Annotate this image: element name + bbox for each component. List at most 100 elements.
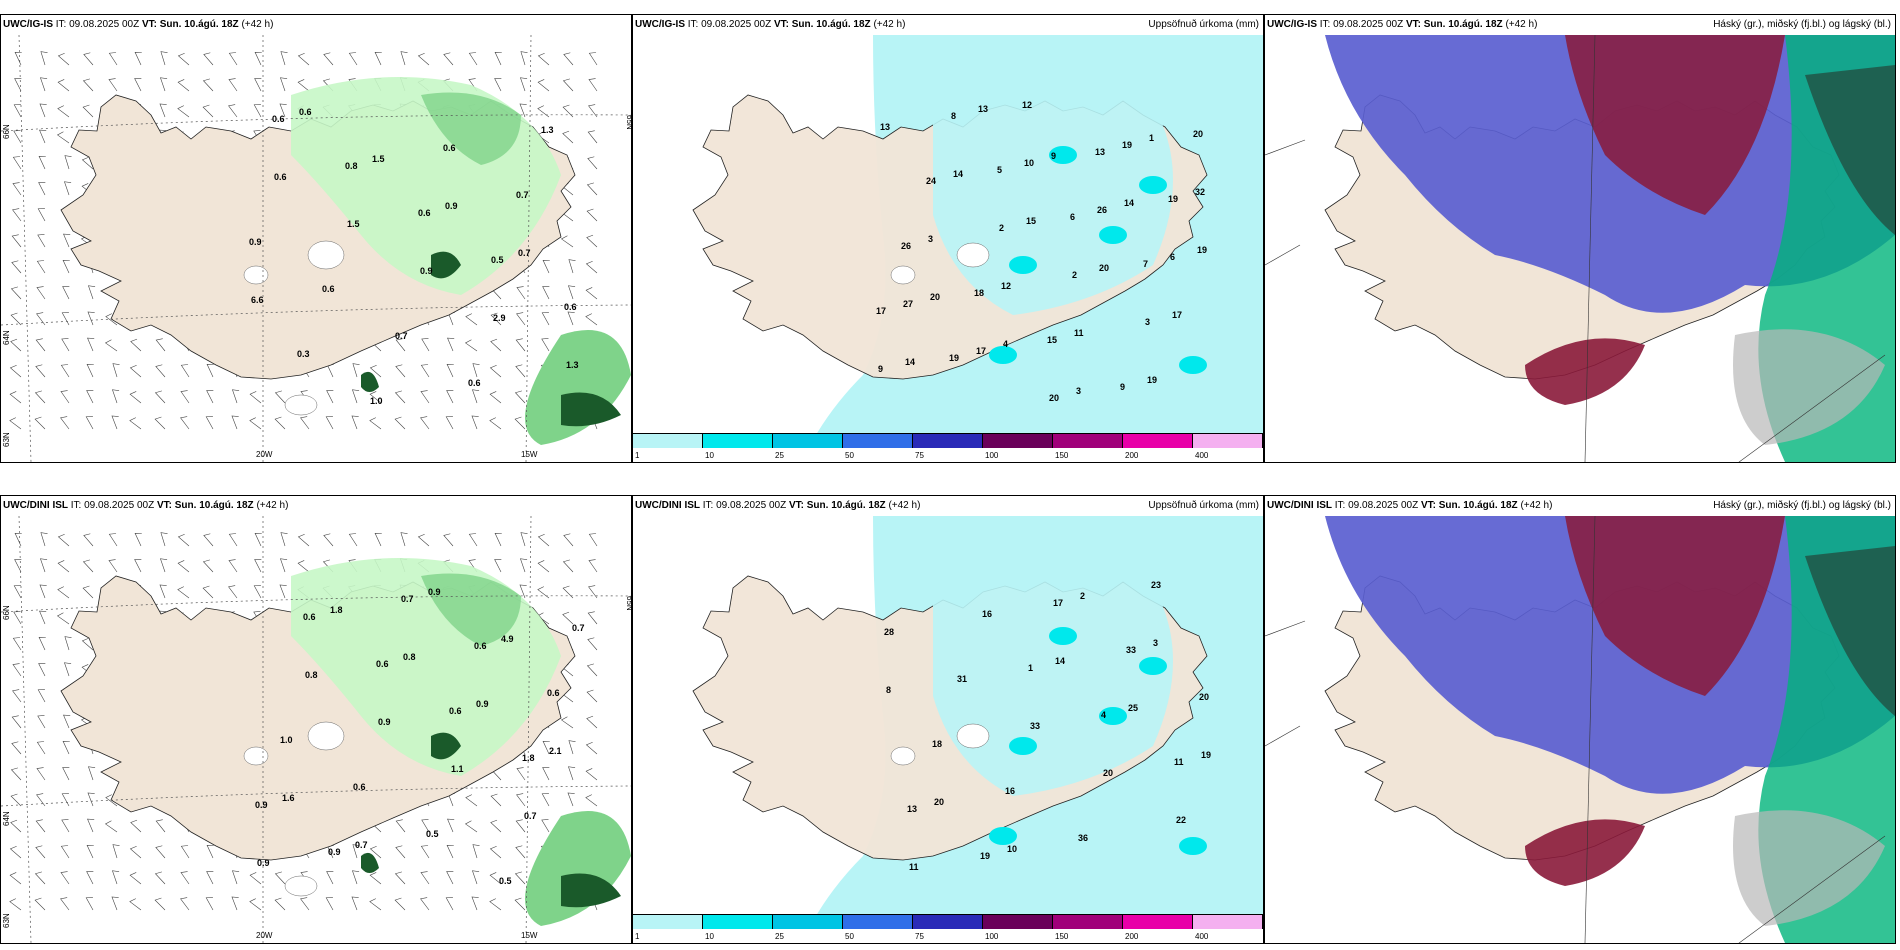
value-label: 1.3	[541, 125, 554, 135]
boundary-line	[1265, 139, 1306, 156]
value-label: 5	[997, 165, 1002, 175]
value-label: 3	[1145, 317, 1150, 327]
wind-barb	[12, 637, 22, 651]
value-label: 1.1	[451, 764, 464, 774]
wind-barb	[516, 767, 526, 781]
value-label: 6.6	[251, 295, 264, 305]
wind-barb	[61, 819, 70, 833]
wind-barb	[203, 52, 214, 66]
value-label: 0.3	[297, 349, 310, 359]
wind-barb	[494, 559, 502, 573]
value-label: 19	[1168, 194, 1178, 204]
value-label: 31	[957, 674, 967, 684]
wind-barb	[253, 104, 262, 118]
panel-header: UWC/DINI ISL IT: 09.08.2025 00Z VT: Sun.…	[1, 496, 631, 516]
colorbar-tick: 75	[915, 932, 924, 941]
wind-barb	[254, 51, 262, 66]
value-label: 19	[949, 353, 959, 363]
high-cloud	[1733, 329, 1885, 445]
wind-barb	[400, 51, 408, 66]
wind-barb	[514, 416, 526, 430]
model-name: UWC/IG-IS	[3, 19, 53, 30]
value-label: 3	[1076, 386, 1081, 396]
wind-barb	[9, 898, 22, 911]
wind-barb	[159, 584, 167, 599]
wind-barb	[83, 52, 94, 66]
wind-barb	[60, 416, 70, 430]
it-label: IT:	[55, 19, 67, 30]
glacier	[284, 875, 318, 897]
wind-barb	[61, 338, 70, 352]
wind-barb	[155, 819, 166, 833]
it-label: IT:	[70, 500, 82, 511]
accum-cell	[1099, 707, 1127, 725]
glacier	[956, 242, 990, 268]
colorbar-tick: 400	[1195, 932, 1209, 941]
wind-barb	[12, 663, 22, 677]
wind-barb	[60, 364, 70, 378]
value-label: 0.6	[272, 114, 285, 124]
wind-barb	[87, 337, 95, 352]
wind-barb	[62, 259, 70, 274]
valid-time: Sun. 10.ágú. 18Z	[1423, 19, 1503, 30]
wind-barb	[472, 870, 480, 885]
colorbar-ticks: 1 10 25 50 75 100 150 200 400	[633, 451, 1263, 461]
value-label: 13	[880, 122, 890, 132]
wind-barb	[472, 389, 480, 404]
wind-barb	[205, 416, 214, 430]
accum-cell	[1139, 176, 1167, 194]
wind-barb	[108, 533, 118, 547]
wind-barb	[10, 286, 22, 300]
longitude-line	[525, 516, 532, 943]
wind-barb	[11, 741, 22, 755]
wind-barb	[326, 871, 334, 885]
value-label: 14	[1055, 656, 1065, 666]
wind-barb	[154, 390, 166, 404]
boundary-line	[1738, 835, 1886, 943]
longitude-line	[18, 35, 32, 462]
wind-barb	[155, 364, 166, 378]
wind-barb	[64, 662, 72, 677]
wind-barb	[11, 234, 22, 248]
value-label: 19	[1197, 245, 1207, 255]
glacier	[307, 721, 345, 751]
value-label: 4	[1101, 710, 1106, 720]
precip-wind-map: 20W 15W66N64N63N65N0.60.80.60.50.60.31.00…	[1, 35, 631, 462]
wind-barb	[297, 79, 310, 92]
wind-barb	[562, 130, 574, 144]
value-label: 0.5	[491, 255, 504, 265]
wind-barb	[14, 559, 22, 573]
wind-barb	[369, 391, 382, 404]
wind-barb	[64, 155, 72, 170]
glacier	[956, 723, 990, 749]
value-label: 0.9	[445, 201, 458, 211]
value-label: 3	[928, 234, 933, 244]
lead-time: (+42 h)	[888, 500, 921, 511]
colorbar-tick: 400	[1195, 451, 1209, 460]
lat-label-65n: 65N	[625, 596, 631, 611]
wind-barb	[588, 52, 598, 66]
value-labels: 0.6 0.8 0.6 0.5 0.6 0.3 1.0 0.6 0.7 0.9 0.6 0.7 0.6 1…	[249, 107, 579, 406]
wind-barb	[537, 586, 550, 599]
cloud-mixed	[1565, 516, 1785, 696]
wind-barb	[36, 312, 46, 326]
wind-barb	[206, 871, 214, 885]
value-label: 1	[1149, 133, 1154, 143]
glacier	[243, 746, 269, 766]
value-labels: 1411131917332018163623283133202211161425…	[884, 580, 1211, 872]
wind-barb	[202, 104, 214, 118]
vt-label: VT:	[1405, 19, 1421, 30]
value-label: 9	[1051, 151, 1056, 161]
wind-barb	[520, 51, 528, 66]
wind-barb	[34, 416, 46, 430]
lon-label-15w: 15W	[521, 450, 538, 459]
wind-barb	[395, 845, 406, 859]
colorbar-segment	[1123, 434, 1193, 448]
wind-barb	[203, 533, 214, 547]
wind-barb	[129, 898, 142, 911]
wind-barb	[177, 52, 190, 66]
wind-barb	[81, 637, 94, 651]
wind-barb	[563, 533, 574, 547]
wind-barb	[60, 871, 70, 885]
wind-barb	[443, 533, 454, 547]
